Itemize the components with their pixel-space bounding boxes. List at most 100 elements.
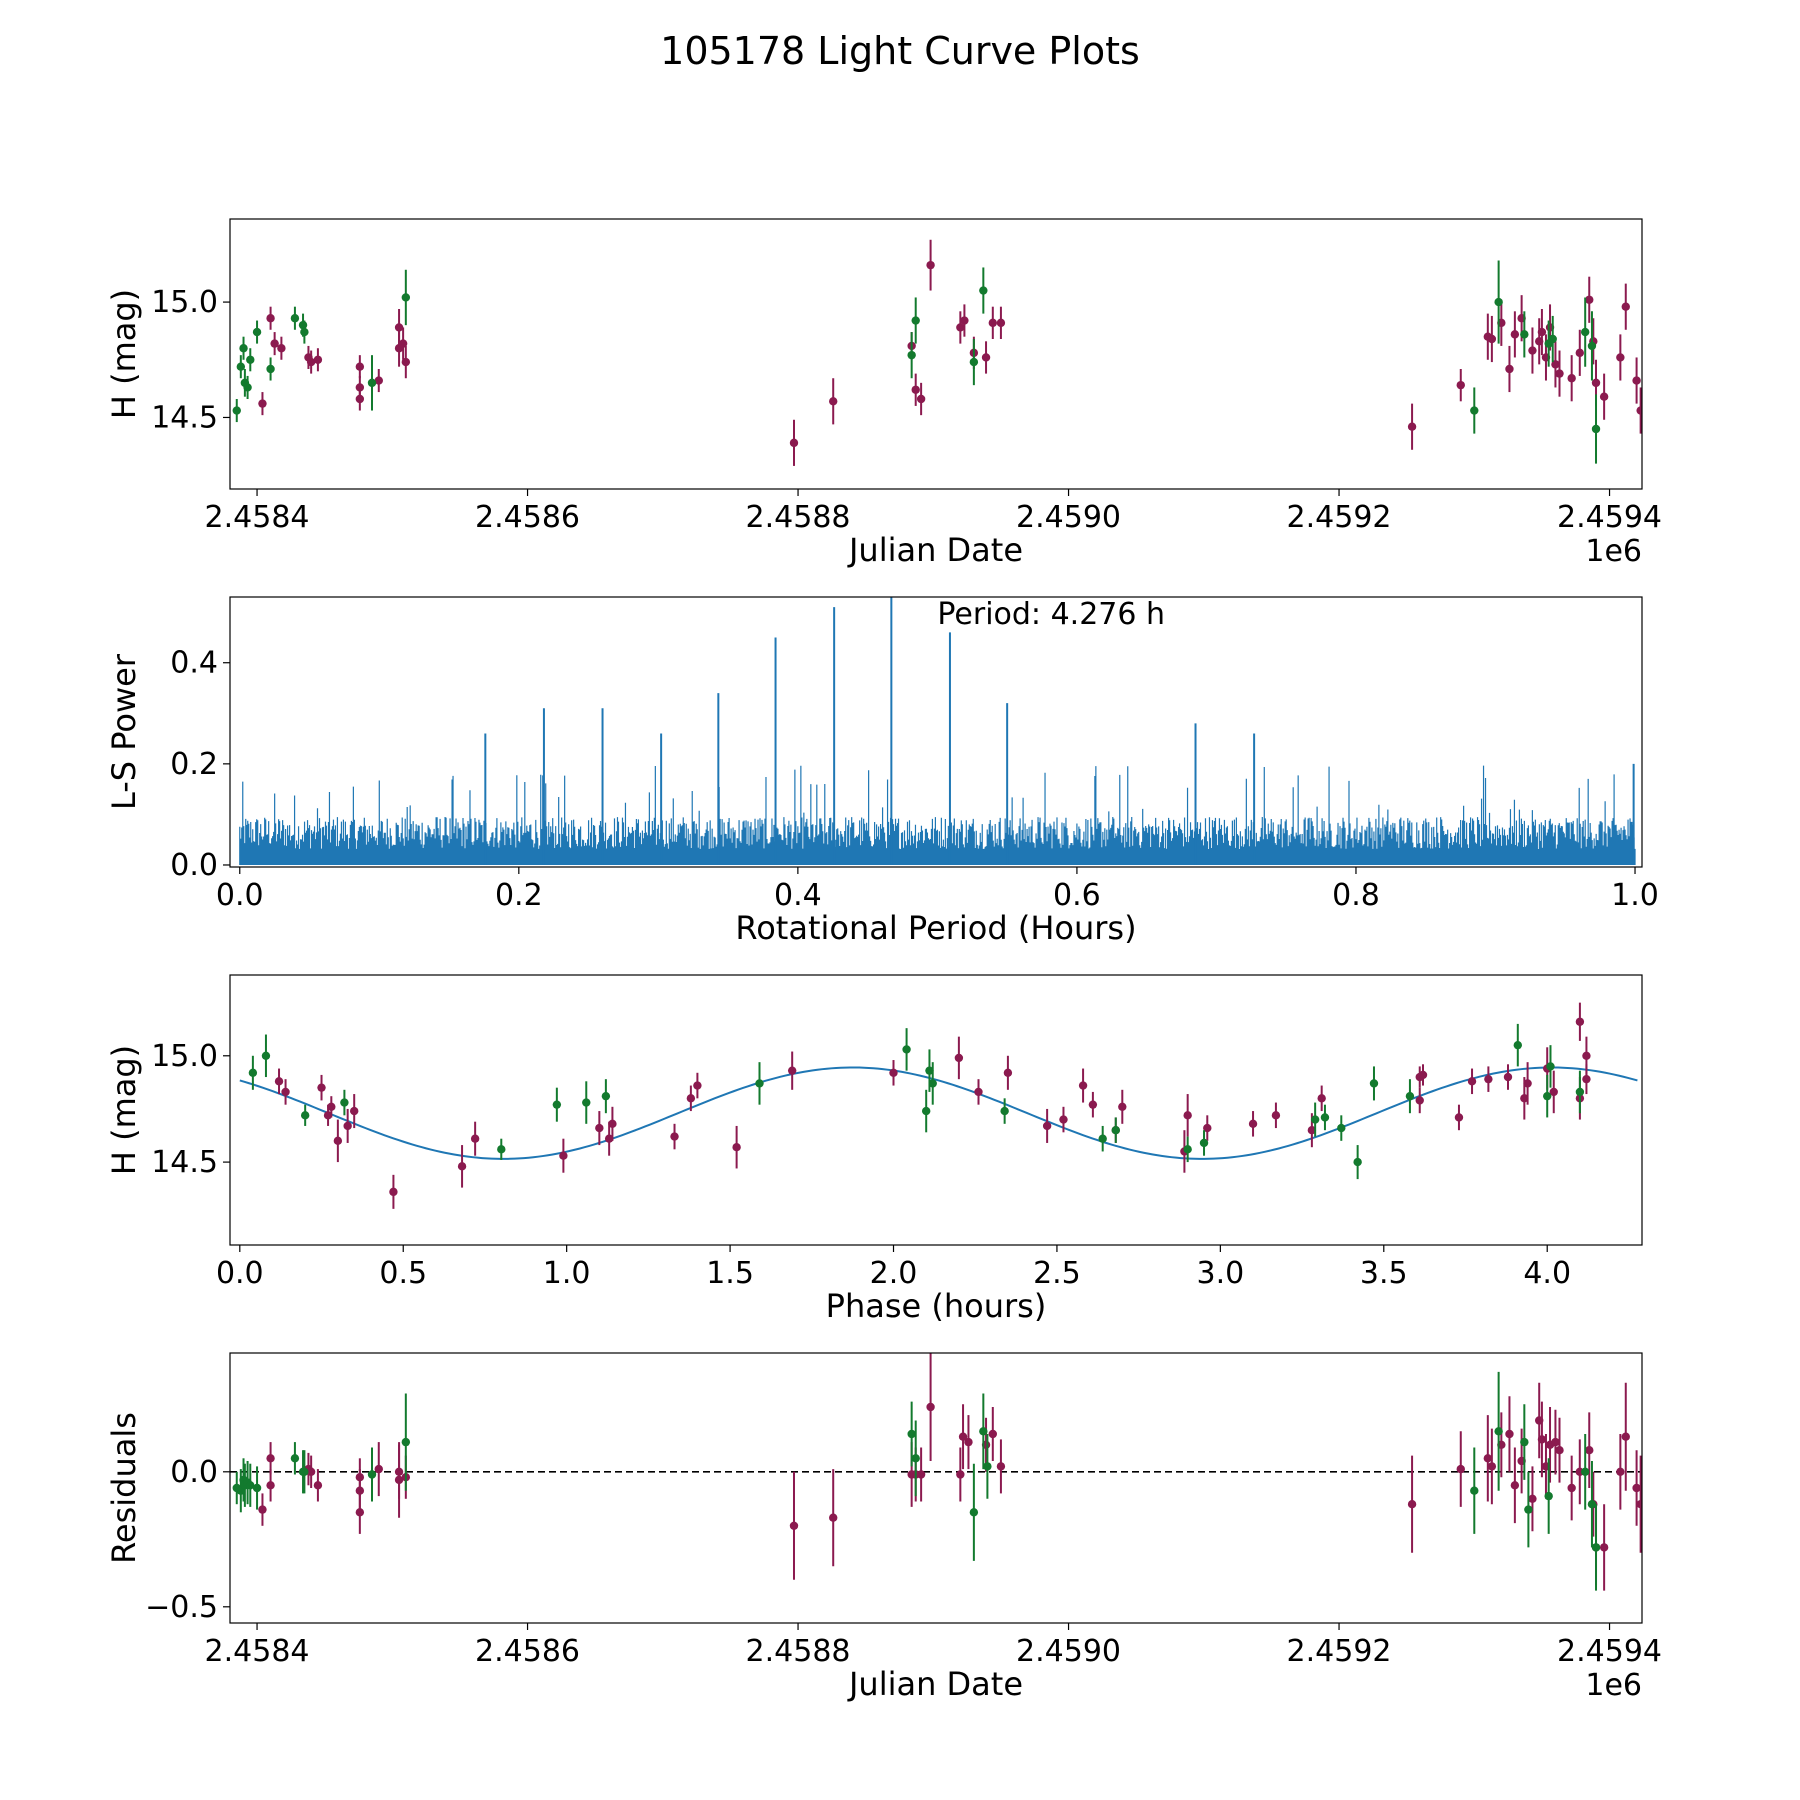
data-point [1543,1091,1552,1101]
data-point [1580,1467,1590,1477]
data-point [1183,1111,1192,1120]
model-fit-curve [239,1066,1638,1160]
data-point [954,1053,964,1063]
x-tick-label: 2.4586 [475,1634,580,1669]
data-point [1470,406,1479,415]
data-point [367,378,377,388]
data-point [1585,295,1594,304]
data-point [911,316,920,325]
data-point [1042,1121,1052,1131]
data-point [394,323,404,332]
data-point [457,1162,467,1171]
data-point [270,339,279,348]
panel-1: 2.4584 2.4586 2.4588 2.4590 2.4592 2.4594 14.5… [105,218,1662,569]
data-point [1454,1113,1464,1122]
data-point [1520,1094,1529,1103]
data-point [1000,1106,1009,1116]
data-point [1548,334,1557,344]
data-point [333,1136,343,1146]
data-point [1487,1462,1497,1471]
x-tick-label: 2.4588 [746,500,851,535]
data-point [988,1429,998,1439]
data-point [960,316,969,325]
data-point [1575,1017,1585,1026]
data-point [1616,353,1625,362]
x-tick-label: 2.4588 [746,1634,851,1669]
y-tick-label: 14.5 [151,400,218,435]
axes-frame [229,596,1643,868]
data-point [686,1094,696,1103]
x-tick-label: 0.6 [1053,878,1101,913]
data-point [401,1437,411,1447]
data-point [298,320,308,330]
x-offset-label: 1e6 [1585,1668,1642,1703]
x-tick-label: 2.4584 [205,500,310,535]
data-point [1636,1500,1642,1509]
panels-container: 2.4584 2.4586 2.4588 2.4590 2.4592 2.4594 14.5… [105,218,1662,1703]
data-point [1523,1079,1532,1088]
plot-area [230,1353,1642,1591]
x-tick-label: 0.0 [216,878,264,913]
data-point [1320,1113,1330,1122]
data-point [996,318,1006,328]
x-tick-label: 4.0 [1523,1256,1571,1291]
data-point [595,1123,604,1133]
data-point [907,350,916,360]
axes-frame [229,1352,1643,1624]
data-point [1544,1491,1553,1501]
data-point [401,293,411,302]
figure-title: 105178 Light Curve Plots [660,29,1140,73]
data-point [1183,1145,1192,1154]
data-point [889,1068,898,1077]
data-point [916,1470,926,1479]
data-point [1111,1125,1120,1135]
data-point [1549,1087,1558,1097]
data-point [1616,1467,1625,1477]
data-point [261,1051,271,1060]
data-point [983,1462,992,1471]
data-point [1575,1087,1585,1097]
data-point [317,1083,326,1092]
data-point [355,394,365,404]
data-point [1407,422,1417,431]
data-point [787,1066,797,1075]
data-point [1632,1483,1641,1493]
data-point [306,1467,316,1477]
period-annotation: Period: 4.276 h [937,597,1165,632]
data-point [1537,327,1547,337]
data-point [394,1475,404,1485]
data-point [374,376,383,385]
data-point [355,362,365,371]
data-point [327,1102,336,1112]
data-point [693,1081,702,1090]
data-point [979,286,988,295]
data-point [1003,1068,1013,1077]
data-point [340,1098,349,1107]
x-tick-label: 2.0 [870,1256,918,1291]
data-point [1537,1435,1547,1444]
data-point [236,362,246,371]
data-point [1483,1454,1493,1463]
data-point [1524,1505,1533,1514]
y-axis-label: L-S Power [105,653,143,810]
x-tick-label: 3.0 [1197,1256,1245,1291]
data-point [582,1098,591,1107]
data-point [350,1106,359,1116]
data-point [290,314,300,323]
data-point [1632,376,1641,385]
data-point [1587,1500,1597,1509]
data-point [1599,1543,1609,1552]
data-point [1591,1543,1601,1552]
data-point [239,344,248,353]
x-tick-label: 2.4594 [1557,1634,1662,1669]
x-axis-label: Phase (hours) [826,1287,1047,1325]
axes-frame [229,218,1643,490]
data-point [926,260,935,270]
y-tick-label: 15.0 [151,1039,218,1074]
data-point [601,1091,611,1101]
data-point [1505,364,1514,374]
axes-frame [229,974,1643,1246]
data-point [928,1079,937,1088]
data-point [1088,1100,1098,1109]
